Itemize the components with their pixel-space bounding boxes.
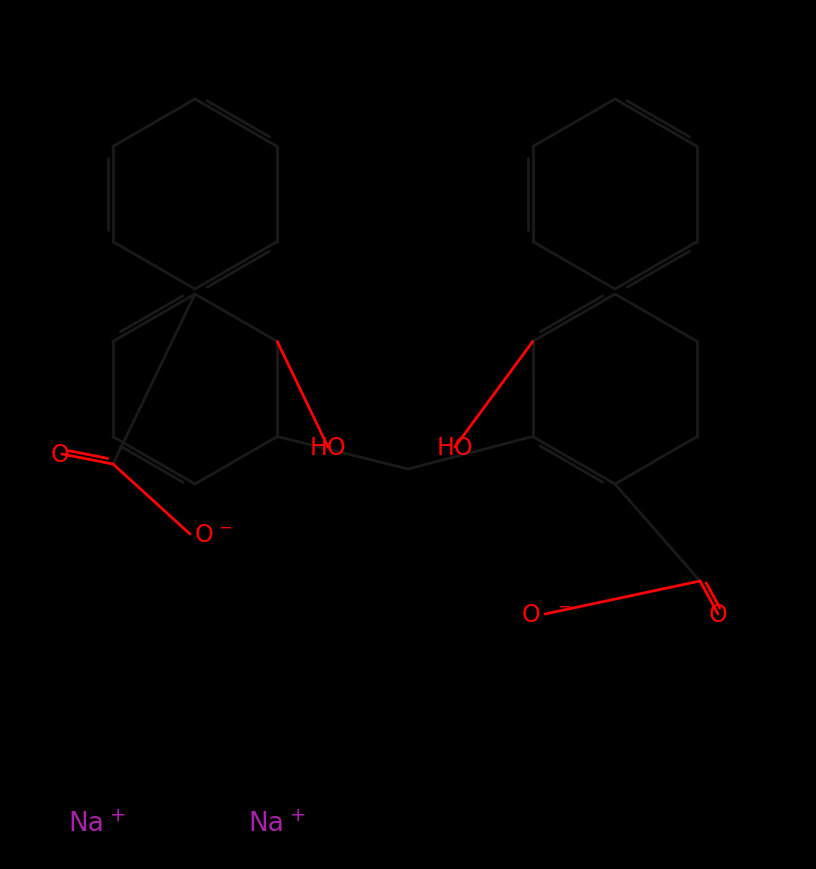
Text: O: O — [708, 602, 727, 627]
Text: HO: HO — [310, 435, 346, 460]
Text: +: + — [290, 806, 307, 825]
Text: −: − — [218, 519, 232, 536]
Text: O: O — [521, 602, 540, 627]
Text: Na: Na — [68, 810, 104, 836]
Text: O: O — [195, 522, 214, 547]
Text: +: + — [110, 806, 126, 825]
Text: HO: HO — [437, 435, 473, 460]
Text: O: O — [51, 442, 69, 467]
Text: −: − — [557, 597, 571, 615]
Text: Na: Na — [248, 810, 284, 836]
